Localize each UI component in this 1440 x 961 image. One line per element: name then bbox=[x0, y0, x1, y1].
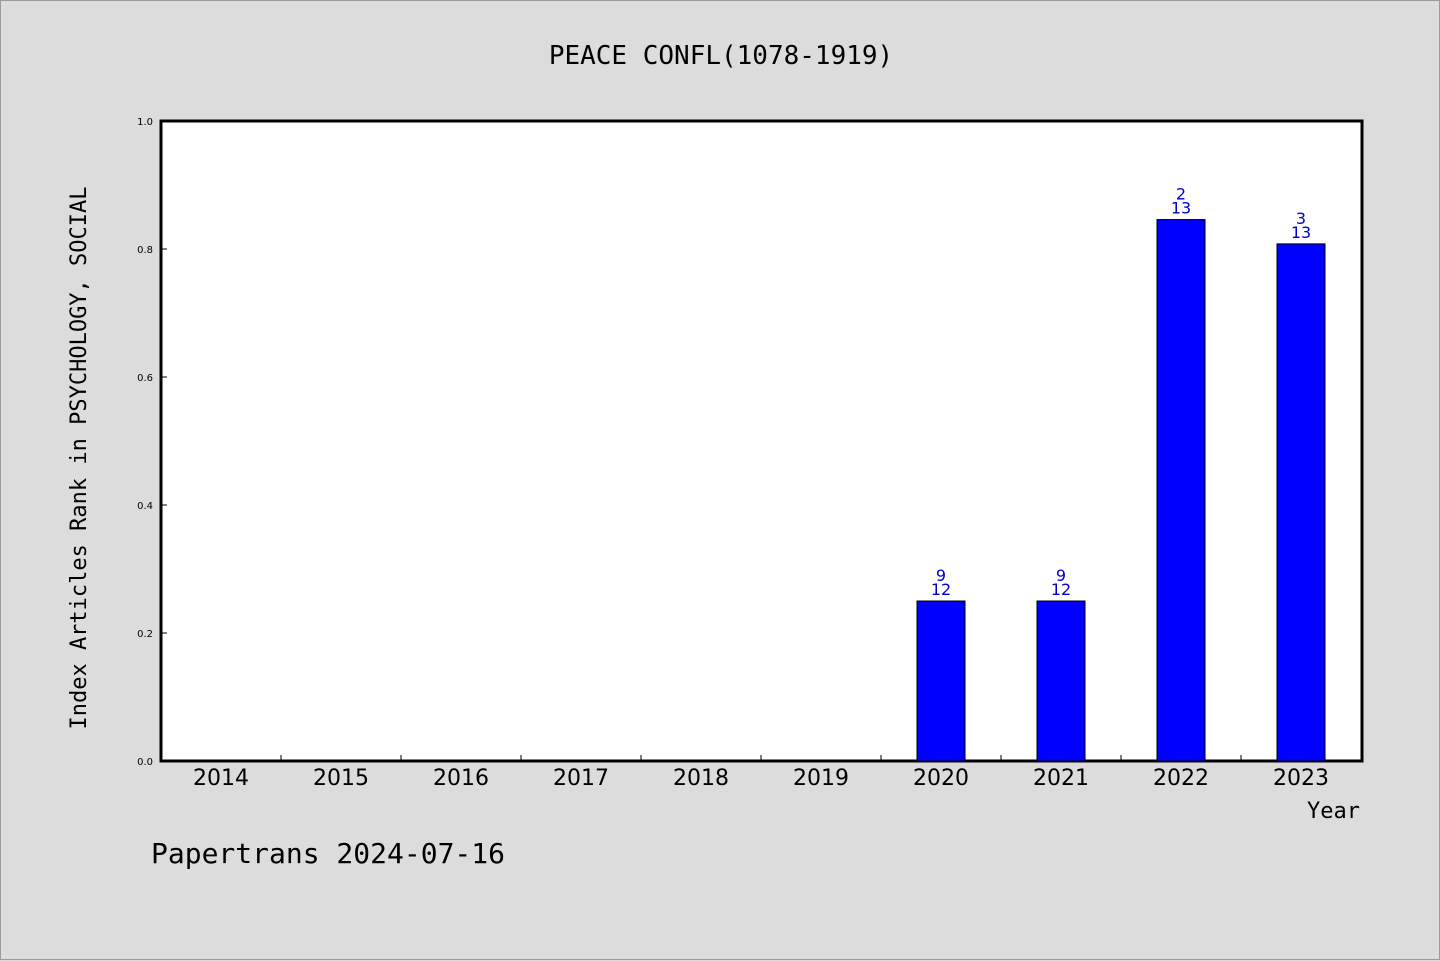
bar-2022 bbox=[1156, 219, 1206, 762]
x-tick-label: 2014 bbox=[193, 766, 249, 791]
y-tick-label: 0.6 bbox=[137, 373, 153, 384]
footer-credit: Papertrans 2024-07-16 bbox=[151, 837, 505, 870]
y-tick-label: 0.4 bbox=[137, 501, 153, 512]
y-tick-label: 0.2 bbox=[137, 629, 153, 640]
bar-rank-label: 3 bbox=[1296, 209, 1306, 228]
x-tick-label: 2015 bbox=[313, 766, 369, 791]
bar-2023 bbox=[1276, 243, 1326, 762]
x-tick-label: 2018 bbox=[673, 766, 729, 791]
bar-total-label: 13 bbox=[1291, 223, 1311, 242]
bar-total-label: 12 bbox=[1051, 580, 1071, 599]
y-tick-label: 0.0 bbox=[137, 757, 153, 768]
bar-2021 bbox=[1036, 600, 1086, 762]
x-tick-label: 2021 bbox=[1033, 766, 1089, 791]
chart-title: PEACE CONFL(1078-1919) bbox=[549, 41, 893, 71]
x-tick-label: 2017 bbox=[553, 766, 609, 791]
bar-rank-label: 9 bbox=[936, 566, 946, 585]
y-tick-label: 1.0 bbox=[137, 117, 153, 128]
x-tick-label: 2022 bbox=[1153, 766, 1209, 791]
x-axis-label: Year bbox=[1307, 799, 1360, 824]
x-tick-label: 2023 bbox=[1273, 766, 1329, 791]
x-axis: 2014 2015 2016 2017 2018 2019 2020 2021 2022 2023 bbox=[193, 755, 1329, 791]
x-tick-label: 2019 bbox=[793, 766, 849, 791]
bar-total-label: 12 bbox=[931, 580, 951, 599]
x-tick-label: 2020 bbox=[913, 766, 969, 791]
bar-rank-label: 9 bbox=[1056, 566, 1066, 585]
bar-rank-label: 2 bbox=[1176, 185, 1186, 204]
y-tick-label: 0.8 bbox=[137, 245, 153, 256]
bar-2020 bbox=[916, 600, 966, 762]
x-tick-label: 2016 bbox=[433, 766, 489, 791]
bar-total-label: 13 bbox=[1171, 199, 1191, 218]
y-axis: 0.0 0.2 0.4 0.6 0.8 1.0 bbox=[137, 117, 167, 768]
y-axis-label: Index Articles Rank in PSYCHOLOGY, SOCIA… bbox=[67, 186, 92, 729]
